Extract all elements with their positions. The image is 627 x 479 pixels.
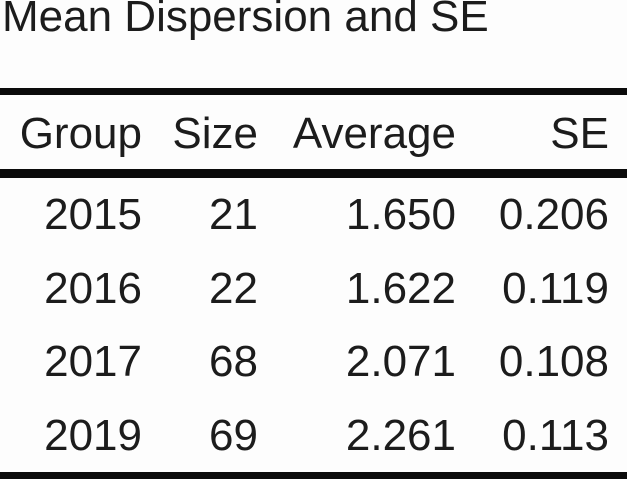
header-row: Group Size Average SE: [0, 92, 627, 174]
cell-average: 2.261: [345, 410, 456, 460]
cell-average: 1.622: [345, 263, 456, 313]
cell-group: 2019: [44, 410, 142, 460]
header-cell-group: Group: [19, 109, 142, 158]
cell-average: 2.071: [345, 337, 456, 386]
cell-average: 1.650: [345, 190, 456, 239]
cell-se: 0.206: [498, 190, 609, 239]
header-cell-se: SE: [550, 109, 609, 158]
cell-se: 0.119: [502, 263, 609, 313]
cell-group: 2015: [44, 190, 142, 239]
cell-se: 0.108: [498, 337, 609, 386]
cell-size: 21: [209, 190, 258, 239]
data-table: Group Size Average SE 2015 21 1.650 0.20…: [0, 88, 627, 479]
header-cell-size: Size: [172, 109, 258, 158]
cell-size: 22: [209, 263, 258, 313]
cell-size: 68: [209, 337, 258, 386]
table-row: 2016 22 1.622 0.119: [0, 252, 627, 326]
cell-group: 2017: [44, 337, 142, 386]
table-row: 2019 69 2.261 0.113: [0, 399, 627, 477]
cell-size: 69: [209, 410, 258, 460]
table-row: 2017 68 2.071 0.108: [0, 325, 627, 399]
table-title: Mean Dispersion and SE: [2, 0, 489, 41]
header-cell-average: Average: [292, 109, 456, 158]
cell-group: 2016: [44, 263, 142, 313]
cell-se: 0.113: [502, 410, 609, 460]
table-row: 2015 21 1.650 0.206: [0, 174, 627, 252]
